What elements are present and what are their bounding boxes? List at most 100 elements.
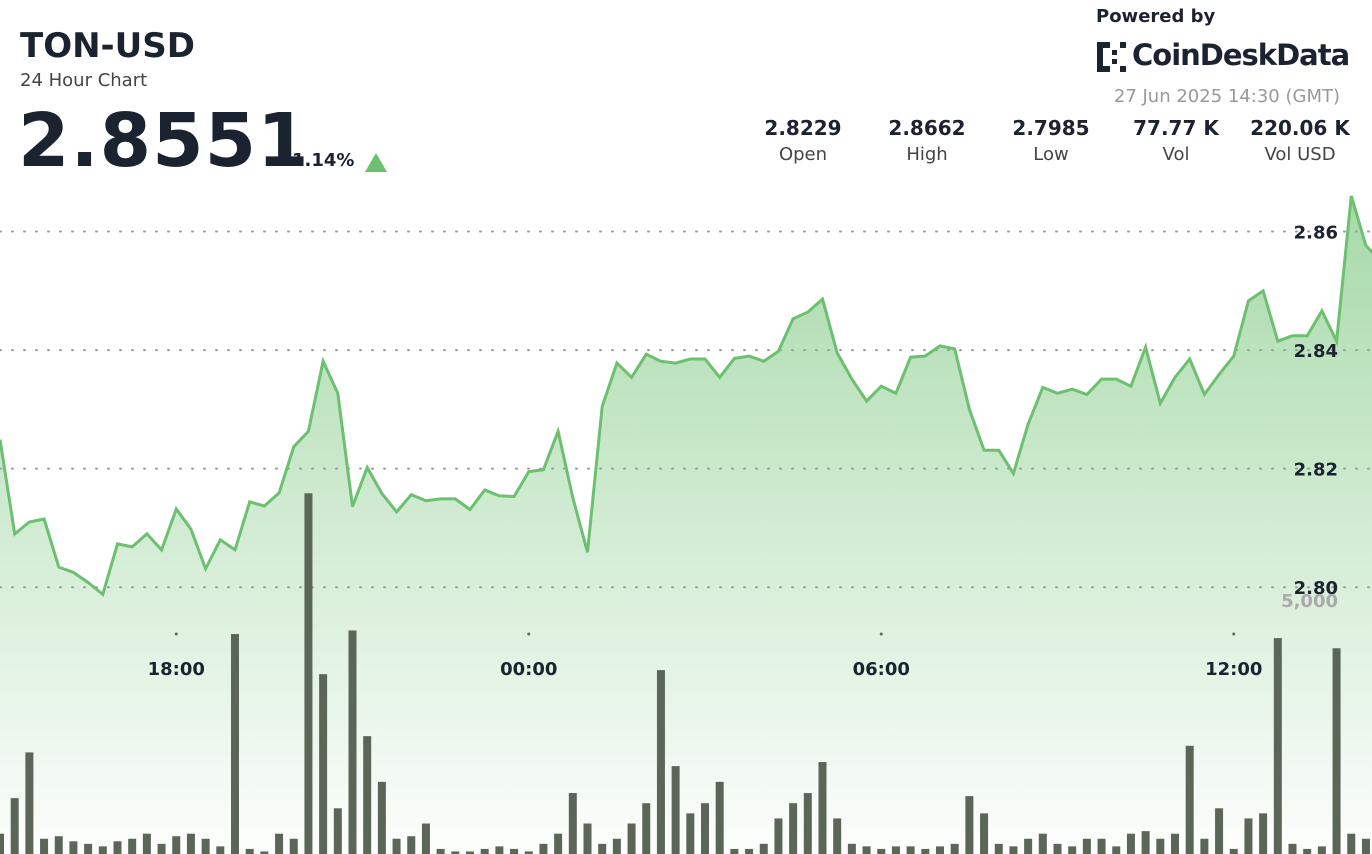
volume-bar [877,848,886,854]
price-area [0,195,1372,854]
volume-bar [260,851,269,854]
volume-bar [774,818,783,854]
volume-bar [216,846,225,854]
volume-bar [554,833,563,854]
volume-bar [862,846,871,854]
volume-bar [921,848,930,854]
volume-bar [84,843,93,854]
x-tick [527,632,531,636]
y-tick-label: 2.86 [1294,223,1338,244]
volume-bar [1038,833,1047,854]
volume-bar [1244,818,1253,854]
stat-label: Open [778,144,828,165]
volume-bar [421,823,430,854]
volume-bar [671,766,680,854]
volume-bar [113,841,122,854]
volume-bar [583,823,592,854]
price-line [0,195,1372,597]
volume-bar [495,846,504,854]
x-tick-label: 00:00 [500,659,557,680]
volume-bar [69,841,78,854]
volume-bar [1053,843,1062,854]
volume-bar [1156,838,1165,854]
stat-value: 2.7985 [1012,116,1090,140]
volume-bar [1171,833,1179,854]
stat: 77.77 K Vol [1121,116,1231,165]
volume-bar [568,793,577,854]
stat: 2.7985 Low [996,116,1106,165]
volume-bar [906,846,915,854]
volume-bar [1024,838,1033,854]
volume-bar [363,736,372,854]
y-tick-label: 2.84 [1294,341,1338,362]
volume-bar [789,803,798,854]
x-tick-label: 12:00 [1205,659,1262,680]
volume-bar [980,813,989,854]
volume-bar [803,793,812,854]
volume-bar [539,843,548,854]
volume-bar [245,848,254,854]
volume-bar [715,781,724,854]
volume-bar [510,848,519,854]
volume-bar [891,846,900,854]
volume-bar [524,851,533,854]
stat: 2.8229 Open [748,116,858,165]
volume-bar [627,823,636,854]
volume-bar [598,843,607,854]
volume-bar [994,843,1003,854]
pair: TON-USD [20,26,195,66]
brand: CoinDeskData [1132,38,1350,72]
volume-bar [612,838,621,854]
volume-bar [1273,638,1282,854]
volume-bar [231,634,239,854]
volume-bar [833,818,842,854]
volume-bar [1068,846,1077,854]
volume-bar [642,803,651,854]
volume-bar [186,833,195,854]
volume-bar [466,851,474,854]
timestamp: 27 Jun 2025 14:30 (GMT) [1113,86,1340,107]
stat-label: Low [1033,144,1069,165]
volume-bar [407,836,416,854]
volume-bar [1009,846,1018,854]
volume-bar [1082,838,1091,854]
volume-bar [304,493,313,854]
volume-bar [25,752,34,854]
volume-bar [142,833,151,854]
volume-bar [98,846,107,854]
volume-bar [1347,833,1356,854]
volume-bar [319,674,328,854]
stat-value: 220.06 K [1250,116,1350,140]
volume-bar [847,843,856,854]
volume-bar [54,836,63,854]
volume-bar [686,813,695,854]
volume-bar [1141,831,1150,854]
volume-bar [275,833,284,854]
volume-bar [377,781,386,854]
volume-bar [965,796,974,854]
volume-bar [1332,648,1341,854]
x-tick [174,632,178,636]
volume-bar [818,762,827,854]
subtitle: 24 Hour Chart [20,70,148,91]
volume-bar [128,838,137,854]
stat-label: High [906,144,948,165]
stat-value: 2.8229 [764,116,842,140]
volume-bar [730,848,739,854]
volume-bar [436,848,445,854]
volume-bar [289,838,298,854]
volume-bar [10,798,19,854]
volume-bar [1317,846,1326,854]
volume-bar [1288,843,1297,854]
y-tick-label: 2.82 [1294,460,1338,481]
stat: 2.8662 High [872,116,982,165]
volume-bar [1112,846,1121,854]
volume-bar [480,848,489,854]
stat: 220.06 K Vol USD [1245,116,1355,165]
volume-bar [1200,838,1209,854]
y-tick-label: 2.80 [1294,578,1338,599]
volume-bar [1126,833,1135,854]
volume-bar [1229,848,1238,854]
